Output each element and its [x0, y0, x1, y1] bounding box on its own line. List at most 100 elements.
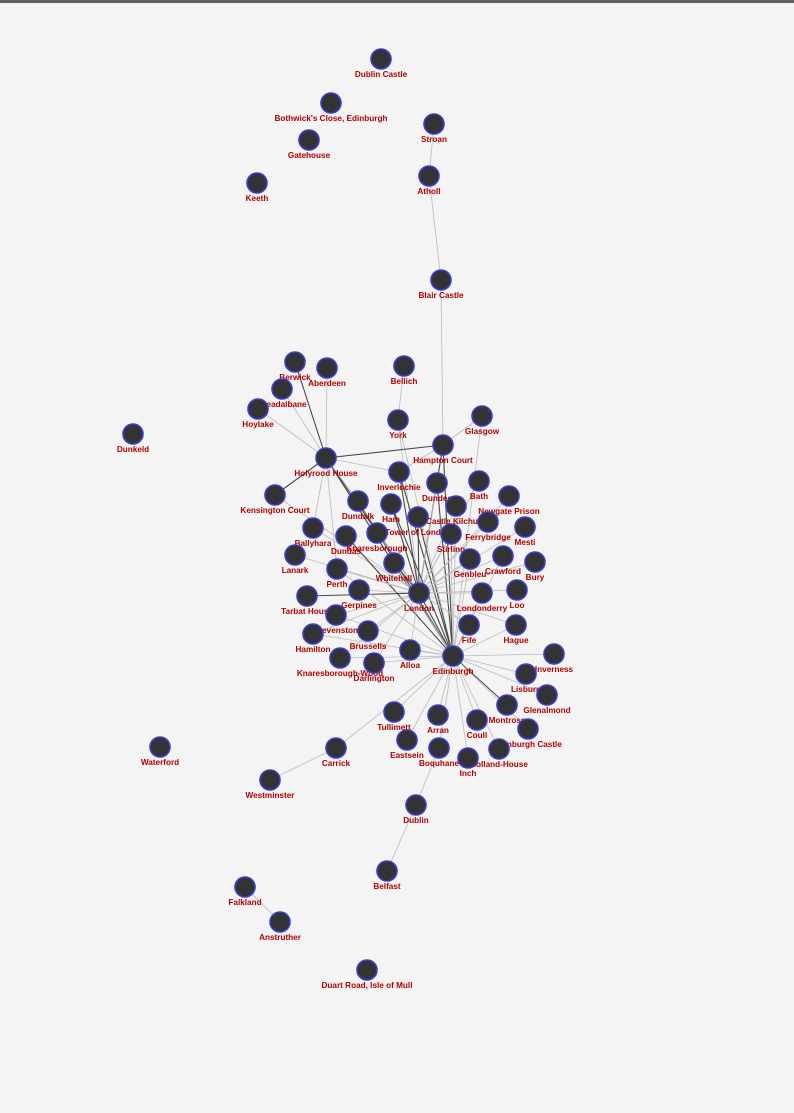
node-circle[interactable]	[388, 461, 410, 483]
node-inverlochie[interactable]: Inverlochie	[377, 461, 421, 492]
node-crawford[interactable]: Crawford	[485, 545, 521, 576]
node-hampton-court[interactable]: Hampton Court	[413, 434, 473, 465]
node-brussells[interactable]: Brussells	[350, 620, 387, 651]
node-westminster[interactable]: Westminster	[246, 769, 296, 800]
node-circle[interactable]	[524, 551, 546, 573]
node-circle[interactable]	[442, 645, 464, 667]
node-aberdeen[interactable]: Aberdeen	[308, 357, 346, 388]
node-circle[interactable]	[271, 378, 293, 400]
node-holyrood-house[interactable]: Holyrood House	[294, 447, 358, 478]
node-waterford[interactable]: Waterford	[141, 736, 179, 767]
node-alloa[interactable]: Alloa	[399, 639, 421, 670]
node-circle[interactable]	[246, 172, 268, 194]
node-fife[interactable]: Fife	[458, 614, 480, 645]
node-genbleu[interactable]: Genbleu	[454, 548, 487, 579]
node-stevenston[interactable]: Stevenston	[314, 604, 358, 635]
node-falkland[interactable]: Falkland	[228, 876, 262, 907]
node-circle[interactable]	[122, 423, 144, 445]
node-circle[interactable]	[302, 623, 324, 645]
node-circle[interactable]	[407, 506, 429, 528]
node-dundee[interactable]: Dundee	[422, 472, 452, 503]
node-circle[interactable]	[468, 470, 490, 492]
node-edinburgh[interactable]: Edinburgh	[433, 645, 474, 676]
node-circle[interactable]	[376, 860, 398, 882]
node-circle[interactable]	[496, 694, 518, 716]
node-circle[interactable]	[370, 48, 392, 70]
node-inverness[interactable]: Inverness	[535, 643, 574, 674]
node-montrose[interactable]: Montrose	[489, 694, 526, 725]
node-carrick[interactable]: Carrick	[322, 737, 351, 768]
node-circle[interactable]	[357, 620, 379, 642]
node-castle-kilchurn[interactable]: Castle Kilchurn	[426, 495, 486, 526]
node-dundalk[interactable]: Dundalk	[342, 490, 375, 521]
node-darlington[interactable]: Darlington	[354, 652, 395, 683]
node-bury[interactable]: Bury	[524, 551, 546, 582]
node-boquhane[interactable]: Boquhane	[419, 737, 459, 768]
node-circle[interactable]	[247, 398, 269, 420]
node-circle[interactable]	[366, 522, 388, 544]
node-ballyhara[interactable]: Ballyhara	[295, 517, 332, 548]
node-hamilton[interactable]: Hamilton	[295, 623, 331, 654]
node-circle[interactable]	[459, 548, 481, 570]
node-circle[interactable]	[488, 738, 510, 760]
node-belfast[interactable]: Belfast	[373, 860, 401, 891]
node-dundas[interactable]: Dundas	[331, 525, 361, 556]
node-circle[interactable]	[335, 525, 357, 547]
node-circle[interactable]	[418, 165, 440, 187]
node-knaresborough-wood[interactable]: Knaresborough-Wood	[297, 647, 383, 678]
node-circle[interactable]	[536, 684, 558, 706]
node-circle[interactable]	[492, 545, 514, 567]
node-dunkeld[interactable]: Dunkeld	[117, 423, 149, 454]
node-circle[interactable]	[405, 794, 427, 816]
node-whitehall[interactable]: Whitehall	[376, 552, 412, 583]
node-stirling[interactable]: Stirling	[437, 523, 465, 554]
node-loo[interactable]: Loo	[506, 579, 528, 610]
node-circle[interactable]	[149, 736, 171, 758]
node-coull[interactable]: Coull	[466, 709, 488, 740]
node-circle[interactable]	[408, 582, 430, 604]
node-circle[interactable]	[514, 516, 536, 538]
node-circle[interactable]	[316, 357, 338, 379]
node-edinburgh-castle[interactable]: Edinburgh Castle	[494, 718, 562, 749]
node-circle[interactable]	[432, 434, 454, 456]
node-knaresborough[interactable]: Knaresborough	[347, 522, 408, 553]
node-circle[interactable]	[320, 92, 342, 114]
node-circle[interactable]	[284, 351, 306, 373]
node-circle[interactable]	[298, 129, 320, 151]
node-circle[interactable]	[380, 493, 402, 515]
node-circle[interactable]	[296, 585, 318, 607]
node-circle[interactable]	[356, 959, 378, 981]
node-stroan[interactable]: Stroan	[421, 113, 447, 144]
node-circle[interactable]	[383, 552, 405, 574]
node-circle[interactable]	[426, 472, 448, 494]
node-blair-castle[interactable]: Blair Castle	[418, 269, 464, 300]
node-tarbat-house[interactable]: Tarbat House	[281, 585, 333, 616]
node-eastsein[interactable]: Eastsein	[390, 729, 424, 760]
node-circle[interactable]	[234, 876, 256, 898]
node-dublin[interactable]: Dublin	[403, 794, 429, 825]
node-circle[interactable]	[428, 737, 450, 759]
node-circle[interactable]	[259, 769, 281, 791]
node-newgate-prison[interactable]: Newgate Prison	[478, 485, 540, 516]
node-circle[interactable]	[264, 484, 286, 506]
node-mesti[interactable]: Mesti	[514, 516, 536, 547]
node-lanark[interactable]: Lanark	[282, 544, 309, 575]
node-circle[interactable]	[326, 558, 348, 580]
node-bothwick-s-close-edinburgh[interactable]: Bothwick's Close, Edinburgh	[275, 92, 388, 123]
node-circle[interactable]	[363, 652, 385, 674]
node-circle[interactable]	[387, 409, 409, 431]
node-circle[interactable]	[457, 747, 479, 769]
node-circle[interactable]	[302, 517, 324, 539]
node-bellich[interactable]: Bellich	[391, 355, 418, 386]
node-gatehouse[interactable]: Gatehouse	[288, 129, 331, 160]
node-circle[interactable]	[505, 614, 527, 636]
node-circle[interactable]	[329, 647, 351, 669]
node-circle[interactable]	[517, 718, 539, 740]
node-circle[interactable]	[445, 495, 467, 517]
node-circle[interactable]	[269, 911, 291, 933]
node-ferrybridge[interactable]: Ferrybridge	[465, 511, 511, 542]
node-arran[interactable]: Arran	[427, 704, 449, 735]
node-circle[interactable]	[284, 544, 306, 566]
node-circle[interactable]	[430, 269, 452, 291]
